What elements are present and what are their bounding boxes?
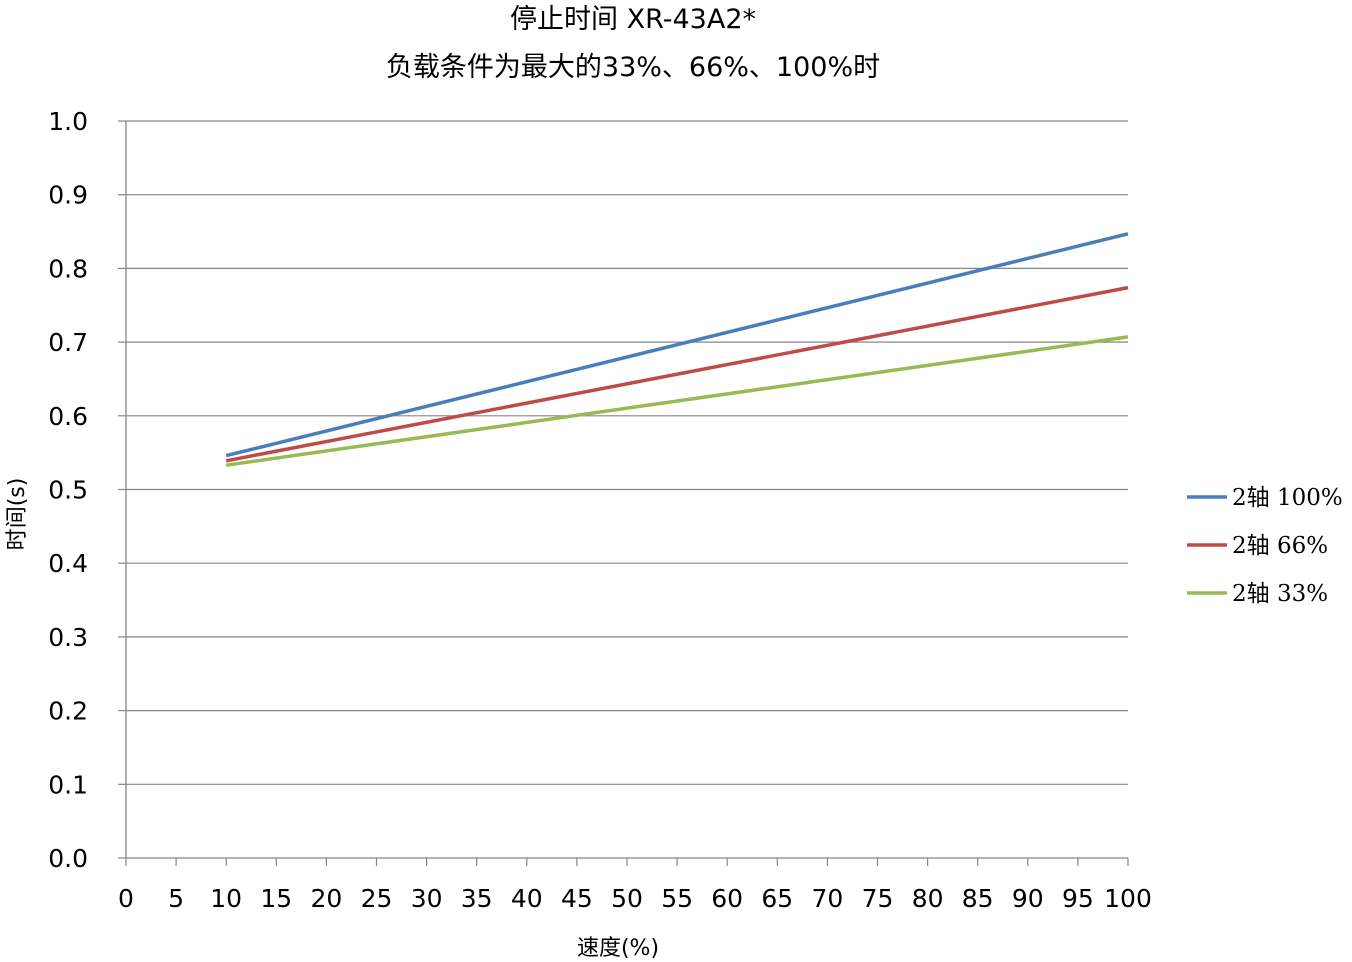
x-axis-title: 速度(%) — [577, 936, 659, 961]
y-tick-label: 0.1 — [48, 770, 88, 799]
x-tick-label: 20 — [310, 884, 342, 913]
y-tick-labels: 0.0 0.1 0.2 0.3 0.4 0.5 0.6 0.7 0.8 0.9 1.0 — [48, 107, 88, 873]
x-tick-label: 25 — [361, 884, 393, 913]
legend-item: 2轴 66% — [1187, 533, 1328, 559]
series-line — [225, 285, 1129, 463]
x-tick-label: 55 — [661, 884, 693, 913]
x-tick-label: 100 — [1104, 884, 1152, 913]
legend-label: 2轴 66% — [1232, 533, 1328, 559]
y-tick-label: 0.9 — [48, 181, 88, 210]
x-tick-label: 30 — [411, 884, 443, 913]
x-tick-label: 85 — [962, 884, 994, 913]
chart-title-line2: 负载条件为最大的33%、66%、100%时 — [386, 52, 880, 83]
x-tick-label: 70 — [811, 884, 843, 913]
x-tick-label: 75 — [862, 884, 894, 913]
series-line — [225, 335, 1129, 467]
x-tick-label: 95 — [1062, 884, 1094, 913]
x-tick-label: 45 — [561, 884, 593, 913]
series-lines — [225, 232, 1129, 467]
x-tick-label: 40 — [511, 884, 543, 913]
y-tick-label: 0.7 — [48, 328, 88, 357]
x-tick-label: 10 — [210, 884, 242, 913]
x-tick-label: 5 — [168, 884, 184, 913]
y-tick-label: 0.3 — [48, 623, 88, 652]
legend-item: 2轴 100% — [1187, 485, 1343, 511]
legend: 2轴 100% 2轴 66% 2轴 33% — [1187, 485, 1343, 607]
y-tick-label: 0.0 — [48, 844, 88, 873]
x-tick-labels: 0 5 10 15 20 25 30 35 40 45 50 55 60 65 70 75 80 85 90 95 10… — [118, 884, 1152, 913]
x-tick-label: 0 — [118, 884, 134, 913]
x-tick-label: 35 — [461, 884, 493, 913]
legend-item: 2轴 33% — [1187, 581, 1328, 607]
y-tick-label: 0.4 — [48, 549, 88, 578]
x-tick-label: 80 — [912, 884, 944, 913]
y-tick-label: 1.0 — [48, 107, 88, 136]
x-tick-label: 90 — [1012, 884, 1044, 913]
chart-title-line1: 停止时间 XR-43A2* — [510, 4, 756, 35]
legend-label: 2轴 100% — [1232, 485, 1343, 511]
legend-label: 2轴 33% — [1232, 581, 1328, 607]
series-line — [225, 232, 1129, 458]
x-tick-label: 50 — [611, 884, 643, 913]
x-tick-label: 15 — [260, 884, 292, 913]
y-tick-label: 0.2 — [48, 697, 88, 726]
y-axis-title: 时间(s) — [5, 478, 30, 551]
x-tick-label: 60 — [711, 884, 743, 913]
y-tick-label: 0.8 — [48, 254, 88, 283]
axes — [118, 120, 1129, 866]
x-tick-label: 65 — [761, 884, 793, 913]
y-tick-label: 0.6 — [48, 402, 88, 431]
y-tick-label: 0.5 — [48, 476, 88, 505]
gridlines — [126, 120, 1128, 785]
